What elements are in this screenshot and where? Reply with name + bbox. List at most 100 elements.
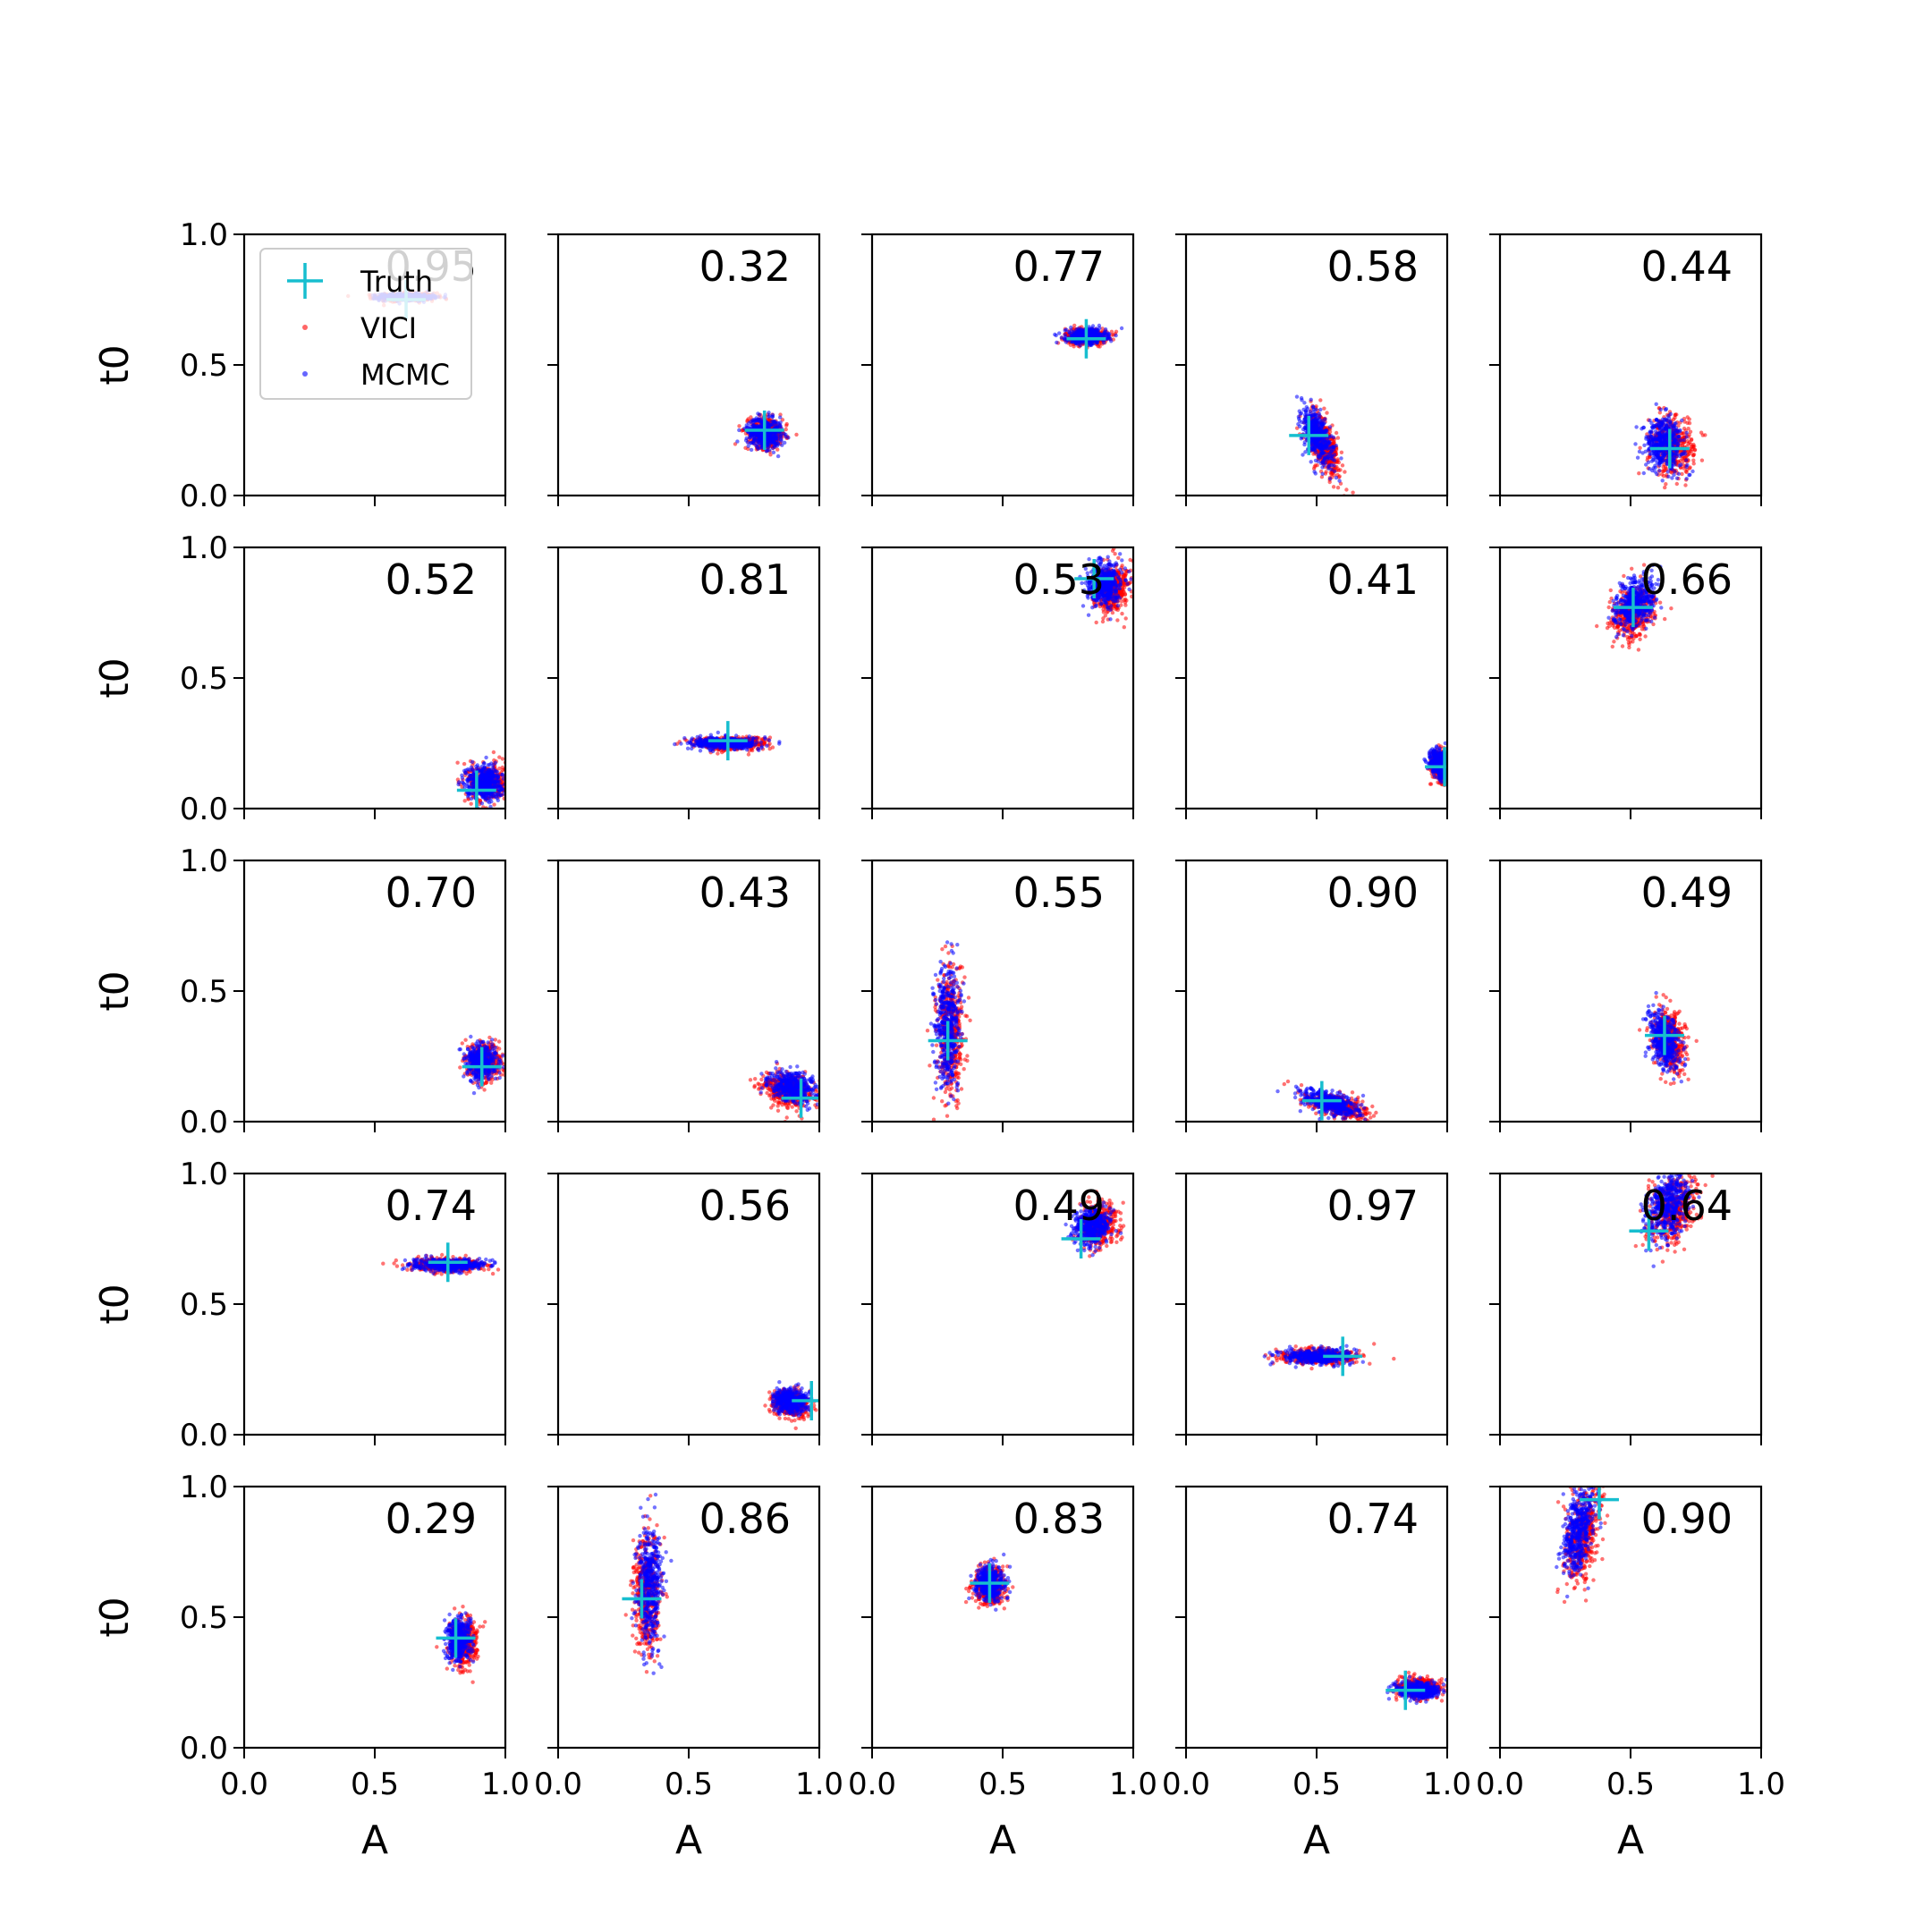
- mcmc-samples-point: [1633, 442, 1638, 446]
- mcmc-samples-point: [1304, 405, 1309, 410]
- mcmc-samples-point: [1665, 459, 1669, 463]
- mcmc-samples-point: [1313, 471, 1318, 476]
- mcmc-samples-point: [749, 447, 754, 453]
- vici-samples-point: [491, 750, 496, 755]
- vici-samples-point: [794, 432, 799, 437]
- mcmc-samples-point: [1309, 397, 1313, 402]
- vici-samples-point: [1323, 471, 1328, 476]
- mcmc-samples-point: [1649, 429, 1654, 434]
- mcmc-samples-point: [1655, 449, 1660, 453]
- vici-samples-point: [1311, 466, 1317, 471]
- mcmc-samples-point: [1301, 453, 1305, 457]
- vici-samples-point: [1340, 463, 1345, 468]
- vici-samples-point: [1314, 404, 1318, 409]
- mcmc-samples-point: [1684, 435, 1689, 439]
- panel-3: 0.77: [861, 233, 1135, 506]
- mcmc-samples-point: [1320, 465, 1325, 470]
- vici-samples-point: [1322, 406, 1326, 411]
- mcmc-samples-point: [1672, 442, 1676, 446]
- mcmc-samples-point: [1327, 463, 1332, 468]
- vici-samples-point: [737, 424, 741, 428]
- mcmc-samples-point: [1315, 425, 1319, 429]
- mcmc-samples-point: [1303, 409, 1309, 413]
- mcmc-samples-point: [1666, 474, 1671, 479]
- mcmc-samples-point: [1301, 427, 1306, 432]
- mcmc-samples-point: [1319, 451, 1325, 455]
- mcmc-samples-point: [1674, 449, 1680, 453]
- mcmc-samples-point: [759, 419, 764, 424]
- mcmc-samples-point: [1076, 329, 1080, 334]
- vici-samples-point: [1685, 415, 1690, 419]
- mcmc-samples-point: [1673, 470, 1677, 474]
- vici-samples-point: [1100, 326, 1105, 331]
- mcmc-samples-point: [1316, 459, 1321, 463]
- vici-samples-point: [1683, 483, 1688, 487]
- mcmc-samples-point: [1655, 443, 1659, 447]
- mcmc-samples-point: [754, 419, 758, 423]
- vici-samples-point: [1664, 482, 1668, 487]
- vici-samples-point: [500, 757, 505, 761]
- mcmc-samples-point: [751, 436, 756, 441]
- truth-marker: [1066, 318, 1106, 359]
- mcmc-samples-point: [1314, 412, 1318, 418]
- mcmc-samples-point: [1326, 439, 1330, 444]
- mcmc-samples-point: [1653, 429, 1658, 434]
- mcmc-samples-point: [1684, 477, 1689, 481]
- mcmc-samples-point: [1676, 438, 1681, 444]
- mcmc-samples-point: [749, 431, 753, 436]
- vici-samples-point: [1657, 411, 1663, 415]
- vici-samples-point: [1339, 450, 1344, 454]
- mcmc-samples-point: [1114, 333, 1118, 338]
- mcmc-samples-point: [1634, 425, 1639, 429]
- mcmc-samples-point: [1672, 472, 1676, 478]
- panel-grid: 0.00.51.0t00.950.320.770.580.440.00.51.0…: [92, 217, 1785, 1863]
- mcmc-samples-point: [775, 434, 781, 438]
- mcmc-samples-point: [1325, 428, 1329, 433]
- mcmc-samples-point: [1677, 463, 1682, 468]
- mcmc-samples-point: [1327, 425, 1333, 429]
- vici-samples-point: [1682, 426, 1687, 431]
- mcmc-samples-point: [775, 453, 781, 459]
- mcmc-samples-point: [1119, 326, 1124, 331]
- mcmc-samples-point: [1676, 471, 1682, 476]
- mcmc-samples-point: [1665, 440, 1670, 445]
- mcmc-samples-point: [745, 425, 750, 430]
- mcmc-samples-point: [1089, 328, 1093, 334]
- mcmc-samples-point: [1069, 325, 1073, 330]
- mcmc-samples-point: [1070, 339, 1075, 343]
- mcmc-samples-point: [775, 420, 780, 425]
- mcmc-samples-point: [1661, 452, 1665, 456]
- vici-samples-point: [1638, 445, 1642, 450]
- mcmc-samples-point: [1635, 455, 1640, 460]
- vici-samples-point: [1344, 487, 1349, 492]
- mcmc-samples-point: [1648, 467, 1652, 471]
- mcmc-samples-point: [1318, 427, 1322, 431]
- vici-samples-point: [1699, 458, 1705, 462]
- mcmc-samples-point: [1064, 327, 1069, 332]
- y-tick-label: 0.0: [180, 479, 228, 514]
- mcmc-samples-point: [749, 440, 754, 445]
- vici-samples-point: [1688, 465, 1692, 470]
- mcmc-samples-point: [770, 414, 775, 419]
- vici-samples-point: [1681, 431, 1685, 436]
- mcmc-samples-point: [1320, 471, 1325, 476]
- panel-2: 0.32: [547, 233, 821, 506]
- mcmc-samples: [1294, 394, 1343, 483]
- vici-samples-point: [1689, 437, 1694, 443]
- mcmc-samples-point: [757, 441, 762, 445]
- vici-samples-point: [492, 802, 496, 807]
- mcmc-samples-point: [1314, 445, 1318, 449]
- mcmc-samples-point: [1684, 458, 1689, 462]
- mcmc-samples-point: [756, 411, 760, 416]
- mcmc-samples-point: [765, 421, 769, 426]
- vici-samples-point: [1661, 474, 1666, 479]
- mcmc-samples-point: [1318, 444, 1322, 449]
- mcmc-samples-point: [1303, 450, 1308, 454]
- vici-samples-point: [455, 760, 460, 765]
- mcmc-samples-point: [1322, 420, 1326, 426]
- mcmc-samples-point: [1317, 411, 1322, 416]
- vici-samples-point: [1331, 485, 1336, 489]
- mcmc-samples-point: [1298, 411, 1303, 416]
- mcmc-samples-point: [1332, 463, 1336, 468]
